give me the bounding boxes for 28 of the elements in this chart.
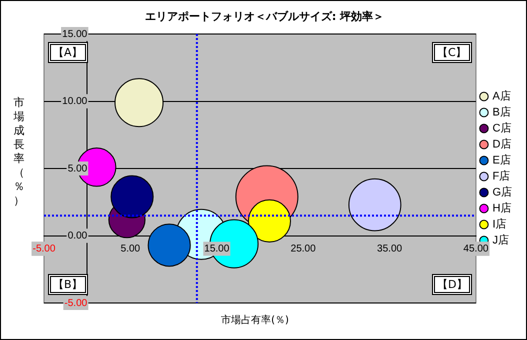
legend-label: I店	[492, 218, 507, 231]
annotation: 【B】	[48, 274, 88, 295]
annotation: 【D】	[432, 274, 472, 295]
annotation: 【C】	[432, 42, 472, 63]
x-tick-label: 25.00	[290, 244, 316, 254]
x-tick-label: -5.00	[32, 244, 56, 254]
y-tick-label: 0.00	[68, 230, 88, 242]
legend-label: F店	[492, 170, 510, 183]
x-tick-label: 45.00	[463, 244, 489, 254]
x-tick-label: 5.00	[120, 244, 141, 254]
legend-label: E店	[492, 154, 511, 167]
x-tick-label: 15.00	[204, 244, 230, 254]
legend-label: G店	[492, 186, 512, 199]
legend-label: C店	[492, 122, 512, 135]
legend-label: B店	[492, 106, 511, 119]
y-tick-label: -5.00	[64, 298, 88, 309]
legend-label: A店	[492, 90, 511, 103]
x-axis-title: 市場占有率(％)	[220, 314, 290, 327]
legend-label: D店	[492, 138, 512, 151]
y-axis-title: 市場成長率（％）	[12, 96, 26, 208]
chart-title: エリアポートフォリオ＜バブルサイズ: 坪効率＞	[144, 9, 386, 24]
y-tick-label: 10.00	[62, 96, 88, 107]
x-tick-label: 35.00	[377, 244, 402, 254]
y-tick-label: 5.00	[68, 163, 88, 174]
legend-label: J店	[492, 234, 509, 247]
legend-label: H店	[492, 202, 512, 215]
annotation: 【A】	[48, 42, 88, 63]
y-tick-label: 15.00	[62, 28, 88, 40]
